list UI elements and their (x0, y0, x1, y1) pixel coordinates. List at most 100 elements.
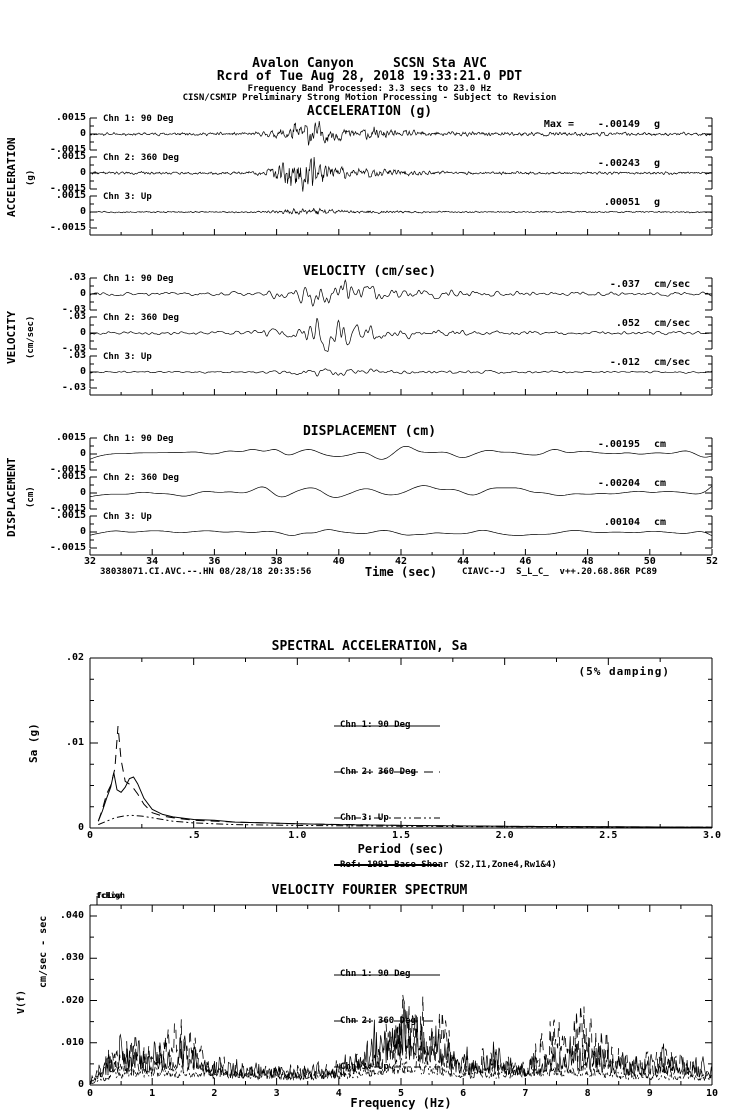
scale-label-zero: 0 (79, 327, 86, 338)
fc-low-annotation: fcLow (97, 891, 122, 900)
thick-solid-line-sample-icon (334, 863, 440, 866)
scale-label-bottom: -.03 (61, 343, 86, 354)
acceleration-traces-canvas (89, 117, 713, 236)
channel-label: Chn 2: 360 Deg (103, 313, 179, 323)
fourier-legend-row: Chn 2: 360 Deg (332, 1016, 692, 1026)
fourier-y-tick-label: .040 (59, 910, 84, 921)
channel-label: Chn 2: 360 Deg (103, 473, 179, 483)
scale-label-bottom: -.0015 (49, 464, 86, 475)
fourier-x-tick-label: 5 (397, 1088, 405, 1099)
time-axis-tick-label: 34 (146, 556, 159, 567)
scale-label-bottom: -.0015 (49, 222, 86, 233)
channel-label: Chn 3: Up (103, 352, 152, 362)
time-axis-tick-label: 46 (519, 556, 532, 567)
sa-legend-row: Chn 1: 90 Deg (332, 720, 692, 730)
scale-label-top: .03 (67, 350, 86, 361)
sa-curve (98, 814, 713, 828)
channel-label: Chn 3: Up (103, 512, 152, 522)
max-unit: g (654, 197, 661, 208)
scale-label-bottom: -.0015 (49, 144, 86, 155)
max-value: -.00149 (597, 119, 640, 130)
sa-x-tick-label: 2.5 (599, 830, 618, 841)
record-id-footer: 38038071.CI.AVC.--.HN 08/28/18 20:35:56 (100, 567, 312, 577)
displacement-block: DISPLACEMENT (cm) DISPLACEMENT (cm) .001… (0, 424, 739, 572)
scale-label-bottom: -.0015 (49, 183, 86, 194)
fourier-x-tick-label: 8 (584, 1088, 591, 1099)
time-axis-tick-label: 40 (332, 556, 345, 567)
fourier-x-tick-label: 2 (211, 1088, 218, 1099)
time-axis-tick-label: 48 (581, 556, 594, 567)
max-value: -.012 (609, 357, 640, 368)
fourier-y-tick-label: 0 (77, 1079, 84, 1090)
time-axis-tick-label: 32 (83, 556, 97, 567)
sa-x-tick-label: 2.0 (495, 830, 514, 841)
max-value: -.037 (609, 279, 640, 290)
scale-label-top: .0015 (55, 112, 86, 123)
sa-curve (97, 725, 713, 828)
sa-legend-label: Chn 3: Up (340, 813, 389, 824)
max-unit: g (654, 158, 661, 169)
solid-line-sample-icon (334, 974, 440, 976)
sa-y-tick-label: .02 (65, 652, 84, 663)
period-axis-label: Period (sec) (357, 842, 445, 856)
max-unit: cm/sec (654, 279, 691, 290)
max-value: -.00195 (597, 439, 640, 450)
scale-label-zero: 0 (79, 366, 86, 377)
acceleration-block: ACCELERATION (g) ACCELERATION (g) .0015 0… (0, 104, 739, 252)
scale-label-zero: 0 (79, 288, 86, 299)
channel-label: Chn 2: 360 Deg (103, 153, 179, 163)
fc-high-annotation: fcHigh (96, 891, 125, 900)
scale-label-bottom: -.0015 (49, 503, 86, 514)
waveform-trace (89, 279, 712, 307)
fourier-plot-canvas (89, 896, 713, 1086)
fourier-x-tick-label: 4 (335, 1088, 342, 1099)
sa-legend-row: Chn 2: 360 Deg (332, 767, 692, 777)
fourier-legend-label: Chn 2: 360 Deg (340, 1015, 416, 1026)
scale-label-top: .0015 (55, 510, 86, 521)
sa-legend-row: Chn 3: Up (332, 813, 692, 824)
fourier-y-tick-label: .030 (59, 952, 84, 964)
fourier-title: VELOCITY FOURIER SPECTRUM (271, 883, 468, 898)
scale-label-top: .0015 (55, 471, 86, 482)
fourier-y-tick-label: .010 (59, 1036, 84, 1048)
fourier-y-tick-label: .020 (59, 994, 84, 1006)
sa-x-tick-label: 0 (86, 830, 94, 841)
fourier-x-tick-label: 3 (273, 1088, 280, 1099)
channel-label: Chn 3: Up (103, 192, 152, 202)
waveform-trace (89, 120, 713, 146)
scale-label-zero: 0 (79, 526, 86, 537)
scale-label-top: .03 (67, 311, 86, 322)
scale-label-zero: 0 (79, 206, 86, 217)
sa-x-tick-label: 3.0 (702, 830, 722, 841)
scale-label-bottom: -.0015 (49, 542, 86, 553)
time-axis-tick-label: 52 (705, 556, 719, 567)
waveform-trace (89, 445, 713, 460)
sa-y-tick-label: .01 (65, 737, 84, 748)
waveform-trace (89, 207, 713, 215)
fourier-x-tick-label: 7 (522, 1088, 529, 1099)
scale-label-zero: 0 (79, 167, 86, 178)
sa-legend-label: Chn 2: 360 Deg (340, 766, 416, 777)
max-unit: cm (654, 439, 667, 450)
scale-label-top: .0015 (55, 151, 86, 162)
time-axis-tick-label: 36 (208, 556, 221, 567)
fourier-legend-label: Chn 1: 90 Deg (340, 969, 411, 980)
station-title: Avalon Canyon SCSN Sta AVC (252, 56, 487, 71)
fourier-x-tick-label: 1 (149, 1088, 156, 1099)
fourier-legend-row: Chn 3: Up (332, 1062, 692, 1072)
sa-y-tick-label: 0 (77, 822, 84, 833)
channel-label: Chn 1: 90 Deg (103, 434, 174, 444)
scale-label-top: .03 (67, 272, 86, 283)
channel-label: Chn 1: 90 Deg (103, 274, 174, 284)
displacement-title: DISPLACEMENT (cm) (302, 424, 437, 439)
time-axis-tick-label: 44 (457, 556, 470, 567)
scale-label-top: .0015 (55, 432, 86, 443)
fourier-x-tick-label: 10 (705, 1088, 719, 1099)
sa-legend: Chn 1: 90 Deg Chn 2: 360 Deg Chn 3: Up R… (332, 684, 692, 906)
waveform-trace (89, 529, 713, 537)
frequency-band-note: Frequency Band Processed: 3.3 secs to 23… (247, 84, 492, 94)
sa-x-tick-label: 1.5 (391, 830, 411, 841)
time-axis-tick-label: 50 (643, 556, 656, 567)
longdash-line-sample-icon (334, 771, 440, 773)
